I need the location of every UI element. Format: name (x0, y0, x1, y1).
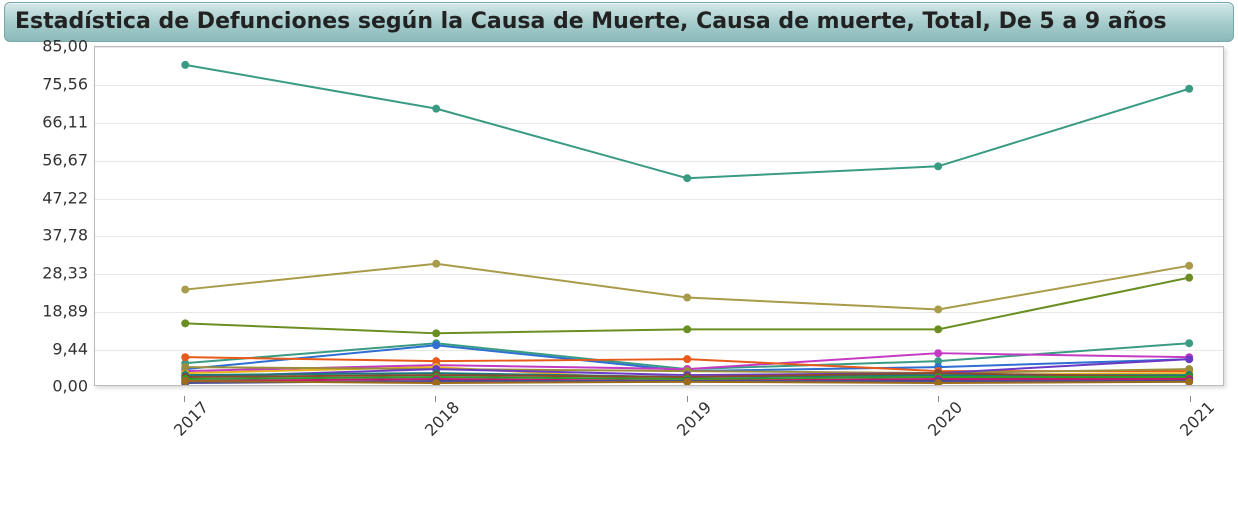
y-tick-label: 66,11 (8, 112, 88, 131)
series-marker (683, 175, 691, 183)
y-tick-label: 28,33 (8, 264, 88, 283)
x-tick-mark (938, 396, 939, 402)
series-marker (181, 354, 189, 362)
x-tick: 2017 (154, 396, 214, 431)
series-marker (1185, 356, 1193, 364)
y-tick-label: 18,89 (8, 301, 88, 320)
y-tick-label: 56,67 (8, 150, 88, 169)
series-marker (683, 356, 691, 364)
y-tick-label: 75,56 (8, 75, 88, 94)
series-marker (1185, 85, 1193, 93)
series-marker (1185, 262, 1193, 270)
series-marker (181, 364, 189, 372)
x-tick-label: 2018 (421, 398, 463, 440)
y-tick-label: 9,44 (8, 339, 88, 358)
x-tick: 2021 (1160, 396, 1220, 431)
y-axis: 0,009,4418,8928,3337,7847,2256,6766,1175… (4, 46, 94, 386)
chart-title-bar: Estadística de Defunciones según la Caus… (4, 2, 1234, 42)
x-tick-mark (687, 396, 688, 402)
series-marker (181, 286, 189, 294)
series-marker (683, 294, 691, 302)
chart-area: 0,00 9,44 18,89 28,33 37,78 47,22 56,67 66,11 75… (4, 46, 1234, 466)
x-tick-mark (1190, 396, 1191, 402)
series-marker (181, 61, 189, 69)
x-tick-label: 2019 (673, 398, 715, 440)
series-marker (934, 306, 942, 314)
series-marker (1185, 340, 1193, 348)
series-marker (683, 326, 691, 334)
series-marker (181, 377, 189, 385)
series-line (185, 264, 1189, 310)
y-tick-label: 85,00 (8, 37, 88, 56)
series-marker (934, 350, 942, 358)
series-marker (181, 320, 189, 328)
chart-title: Estadística de Defunciones según la Caus… (15, 9, 1223, 35)
y-tick-label: 0,00 (8, 377, 88, 396)
series-marker (432, 260, 440, 268)
series-marker (934, 163, 942, 171)
gridline (95, 387, 1223, 388)
series-marker (432, 330, 440, 338)
x-tick-mark (435, 396, 436, 402)
x-tick-mark (184, 396, 185, 402)
series-marker (1185, 274, 1193, 282)
x-tick: 2019 (657, 396, 717, 431)
series-marker (934, 326, 942, 334)
y-tick-label: 47,22 (8, 188, 88, 207)
plot-area (94, 46, 1224, 386)
x-tick: 2020 (909, 396, 969, 431)
series-marker (432, 342, 440, 350)
series-line (185, 65, 1189, 178)
x-axis: 2017 2018 2019 2020 2021 (94, 396, 1224, 456)
x-tick-label: 2017 (170, 398, 212, 440)
x-tick: 2018 (406, 396, 466, 431)
line-chart-svg (95, 47, 1223, 385)
y-tick-label: 37,78 (8, 226, 88, 245)
x-tick-label: 2020 (924, 398, 966, 440)
x-tick-label: 2021 (1176, 398, 1218, 440)
series-line (185, 278, 1189, 334)
series-marker (432, 105, 440, 113)
